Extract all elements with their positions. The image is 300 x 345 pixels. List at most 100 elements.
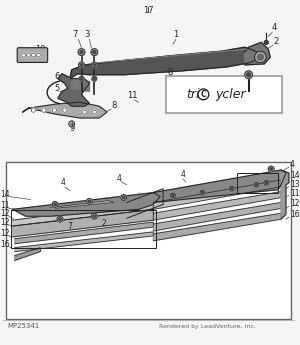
Polygon shape <box>153 180 281 209</box>
Text: Rendered by LeadVenture, Inc.: Rendered by LeadVenture, Inc. <box>159 324 256 329</box>
Circle shape <box>42 108 46 112</box>
Circle shape <box>93 78 95 80</box>
Bar <box>3 5 294 190</box>
Text: 6: 6 <box>54 72 60 81</box>
Text: 5: 5 <box>54 85 60 93</box>
Circle shape <box>93 64 95 66</box>
Polygon shape <box>13 193 160 216</box>
Circle shape <box>93 215 95 217</box>
Circle shape <box>92 110 96 114</box>
Circle shape <box>52 201 58 207</box>
Circle shape <box>54 203 56 206</box>
Circle shape <box>88 200 91 203</box>
Text: 12: 12 <box>0 229 10 238</box>
Polygon shape <box>72 79 89 91</box>
Polygon shape <box>50 200 114 208</box>
Text: 7: 7 <box>67 222 72 231</box>
Bar <box>237 173 278 193</box>
Text: 14: 14 <box>0 189 10 199</box>
Circle shape <box>31 108 36 112</box>
Bar <box>6 162 291 319</box>
Circle shape <box>92 76 97 81</box>
Circle shape <box>57 216 63 222</box>
Circle shape <box>22 53 26 57</box>
Text: 14: 14 <box>290 171 299 180</box>
Circle shape <box>245 71 253 79</box>
Polygon shape <box>13 203 153 226</box>
Circle shape <box>81 78 82 80</box>
Circle shape <box>270 168 272 170</box>
Circle shape <box>69 121 75 127</box>
Text: 12: 12 <box>0 218 10 227</box>
Polygon shape <box>15 232 153 252</box>
Polygon shape <box>153 170 286 203</box>
Circle shape <box>63 108 67 112</box>
Circle shape <box>79 62 85 68</box>
Text: 11: 11 <box>128 91 138 100</box>
Polygon shape <box>58 74 89 106</box>
FancyBboxPatch shape <box>166 76 282 113</box>
Circle shape <box>80 64 83 66</box>
Text: 1: 1 <box>173 30 178 39</box>
Text: 3: 3 <box>85 30 90 39</box>
Circle shape <box>86 198 92 205</box>
Polygon shape <box>15 222 153 244</box>
Polygon shape <box>153 192 281 220</box>
Text: 2: 2 <box>274 37 279 46</box>
FancyBboxPatch shape <box>17 48 48 62</box>
Text: 12: 12 <box>0 209 10 218</box>
Circle shape <box>254 51 266 63</box>
Circle shape <box>59 218 61 220</box>
Circle shape <box>264 180 269 185</box>
Text: 16: 16 <box>290 210 299 219</box>
Text: 8: 8 <box>167 68 173 77</box>
Circle shape <box>231 188 233 190</box>
Text: 4: 4 <box>116 174 121 183</box>
Text: 9: 9 <box>69 124 74 133</box>
Circle shape <box>257 54 263 60</box>
Text: 4: 4 <box>180 170 185 179</box>
Circle shape <box>198 89 209 100</box>
Text: 4: 4 <box>60 178 65 187</box>
Text: 7: 7 <box>72 30 77 39</box>
Text: 10: 10 <box>35 45 46 54</box>
Text: 4: 4 <box>290 160 295 169</box>
Circle shape <box>26 53 31 57</box>
Circle shape <box>201 192 203 194</box>
Text: C: C <box>201 90 206 99</box>
Circle shape <box>254 182 259 187</box>
Circle shape <box>93 51 96 53</box>
Circle shape <box>264 40 268 44</box>
Polygon shape <box>153 213 281 241</box>
Circle shape <box>268 166 274 172</box>
Circle shape <box>265 182 267 184</box>
Text: 8: 8 <box>111 101 117 110</box>
Text: tri: tri <box>186 88 200 101</box>
Circle shape <box>78 49 85 56</box>
Text: 17: 17 <box>143 6 154 15</box>
Circle shape <box>92 62 97 68</box>
Text: 11: 11 <box>290 189 299 198</box>
Circle shape <box>91 49 98 56</box>
Text: LEADVENTURE: LEADVENTURE <box>104 197 189 207</box>
Circle shape <box>92 213 97 219</box>
Text: 11: 11 <box>0 201 10 210</box>
Text: 13: 13 <box>290 180 299 189</box>
Polygon shape <box>70 47 264 79</box>
Text: 16: 16 <box>0 240 10 249</box>
Circle shape <box>230 186 234 191</box>
Polygon shape <box>13 209 153 237</box>
Polygon shape <box>153 203 281 231</box>
Circle shape <box>36 53 40 57</box>
Polygon shape <box>15 248 40 260</box>
Polygon shape <box>281 170 289 219</box>
Text: 2: 2 <box>102 219 106 228</box>
Circle shape <box>200 190 205 195</box>
Text: MP25341: MP25341 <box>7 323 39 329</box>
Text: 4: 4 <box>272 22 277 31</box>
Circle shape <box>82 110 86 114</box>
Circle shape <box>247 73 250 77</box>
Text: 12: 12 <box>290 199 299 208</box>
Circle shape <box>52 108 56 112</box>
Circle shape <box>172 195 174 197</box>
